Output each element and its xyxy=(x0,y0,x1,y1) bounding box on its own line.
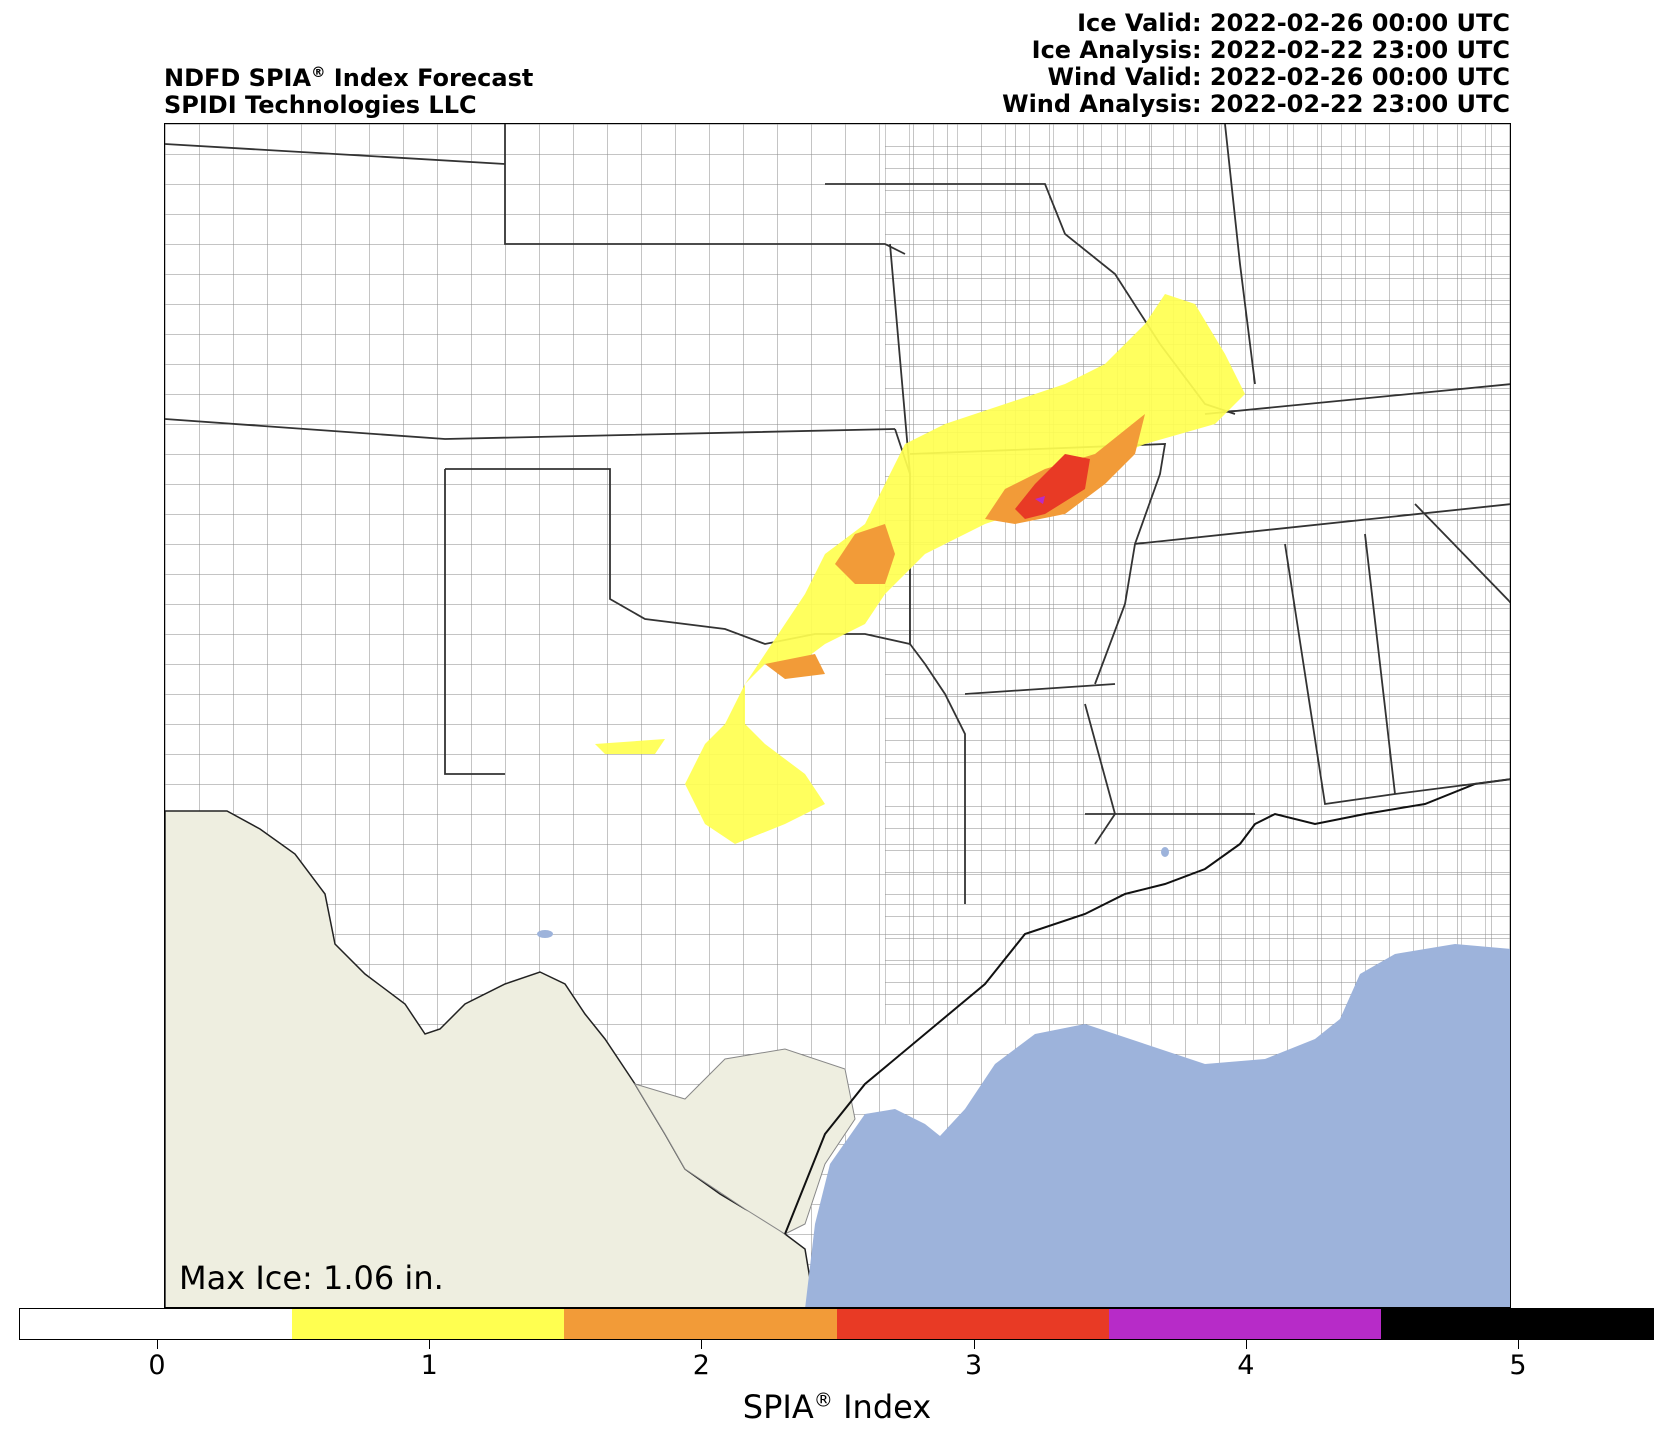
spia-level-2-area-tx xyxy=(765,654,825,679)
spia-level-4-spot xyxy=(1035,496,1045,504)
colorbar-segment-0 xyxy=(20,1309,293,1339)
colorbar-tick-label: 4 xyxy=(1237,1350,1255,1381)
map-source: SPIDI Technologies LLC xyxy=(164,91,477,119)
colorbar-tick xyxy=(973,1340,975,1349)
coastline xyxy=(784,778,1510,1235)
colorbar-tick xyxy=(157,1340,158,1349)
spia-level-2-area-ok xyxy=(835,524,895,584)
spia-colorbar xyxy=(19,1308,1654,1340)
colorbar-tick-label: 2 xyxy=(692,1350,710,1381)
map-panel: Max Ice: 1.06 in. xyxy=(164,123,1511,1308)
lake xyxy=(537,930,553,938)
colorbar-label: SPIA® Index xyxy=(742,1388,932,1426)
colorbar-tick-label: 5 xyxy=(1509,1350,1527,1381)
coastal-plain-shading xyxy=(633,1048,856,1235)
colorbar-tick xyxy=(1245,1340,1247,1349)
ice-analysis: Ice Analysis: 2022-02-22 23:00 UTC xyxy=(1031,36,1510,64)
spia-level-1-area xyxy=(685,294,1245,844)
state-boundaries xyxy=(165,124,1510,904)
colorbar-tick xyxy=(429,1340,431,1349)
colorbar-tick-label: 3 xyxy=(965,1350,983,1381)
map-canvas xyxy=(165,124,1510,1307)
land-area-east xyxy=(885,124,1510,1024)
colorbar-segment-4 xyxy=(1108,1309,1381,1339)
lake xyxy=(1161,847,1169,857)
colorbar-tick-label: 0 xyxy=(148,1350,166,1381)
wind-valid: Wind Valid: 2022-02-26 00:00 UTC xyxy=(1047,63,1510,91)
colorbar-segment-3 xyxy=(836,1309,1109,1339)
colorbar-tick xyxy=(701,1340,703,1349)
map-title: NDFD SPIA® Index Forecast xyxy=(164,64,534,92)
ice-valid: Ice Valid: 2022-02-26 00:00 UTC xyxy=(1077,9,1510,37)
colorbar-tick-label: 1 xyxy=(420,1350,438,1381)
max-ice-label: Max Ice: 1.06 in. xyxy=(179,1259,444,1297)
gulf-of-mexico xyxy=(805,944,1510,1307)
colorbar-tick xyxy=(1518,1340,1519,1349)
colorbar-segment-5 xyxy=(1380,1309,1654,1339)
validity-block: Ice Valid: 2022-02-26 00:00 UTC Ice Anal… xyxy=(1002,10,1510,118)
wind-analysis: Wind Analysis: 2022-02-22 23:00 UTC xyxy=(1002,90,1510,118)
spia-level-3-area xyxy=(1015,454,1090,519)
colorbar-segment-1 xyxy=(292,1309,565,1339)
colorbar-segment-2 xyxy=(564,1309,837,1339)
spia-index-overlay xyxy=(595,294,1245,844)
map-title-block: NDFD SPIA® Index Forecast SPIDI Technolo… xyxy=(164,60,533,119)
spia-level-1-patch xyxy=(595,739,665,754)
